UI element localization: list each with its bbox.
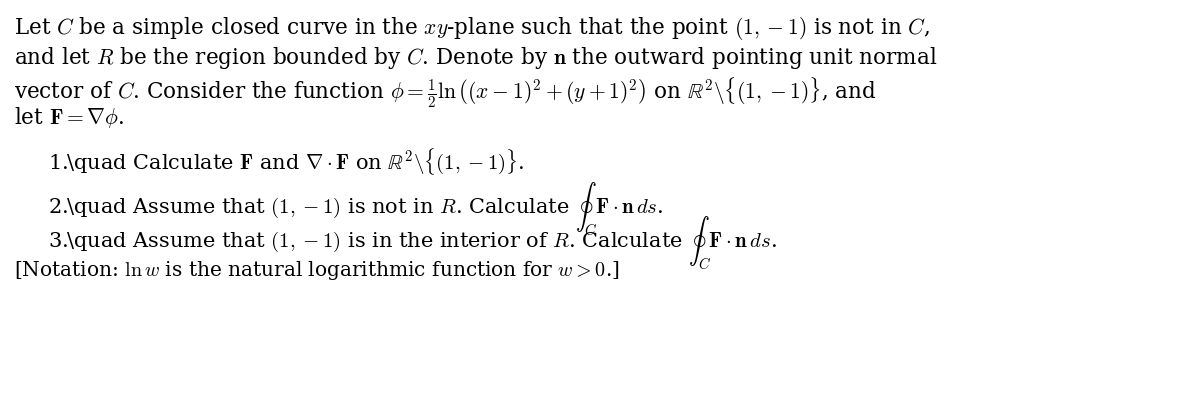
Text: Let $C$ be a simple closed curve in the $xy$-plane such that the point $(1,-1)$ : Let $C$ be a simple closed curve in the …	[14, 15, 930, 42]
Text: [Notation: $\ln w$ is the natural logarithmic function for $w > 0$.]: [Notation: $\ln w$ is the natural logari…	[14, 259, 620, 282]
Text: vector of $C$. Consider the function $\phi = \frac{1}{2}\ln\left((x-1)^2+(y+1)^2: vector of $C$. Consider the function $\p…	[14, 75, 877, 110]
Text: let $\mathbf{F} = \nabla\phi$.: let $\mathbf{F} = \nabla\phi$.	[14, 105, 125, 130]
Text: 1.\quad Calculate $\mathbf{F}$ and $\nabla \cdot \mathbf{F}$ on $\mathbb{R}^2\ba: 1.\quad Calculate $\mathbf{F}$ and $\nab…	[48, 147, 524, 177]
Text: 3.\quad Assume that $(1,-1)$ is in the interior of $R$. Calculate $\oint_C \math: 3.\quad Assume that $(1,-1)$ is in the i…	[48, 215, 776, 272]
Text: and let $R$ be the region bounded by $C$. Denote by $\mathbf{n}$ the outward poi: and let $R$ be the region bounded by $C$…	[14, 45, 937, 71]
Text: 2.\quad Assume that $(1,-1)$ is not in $R$. Calculate $\oint_C \mathbf{F} \cdot : 2.\quad Assume that $(1,-1)$ is not in $…	[48, 181, 664, 239]
